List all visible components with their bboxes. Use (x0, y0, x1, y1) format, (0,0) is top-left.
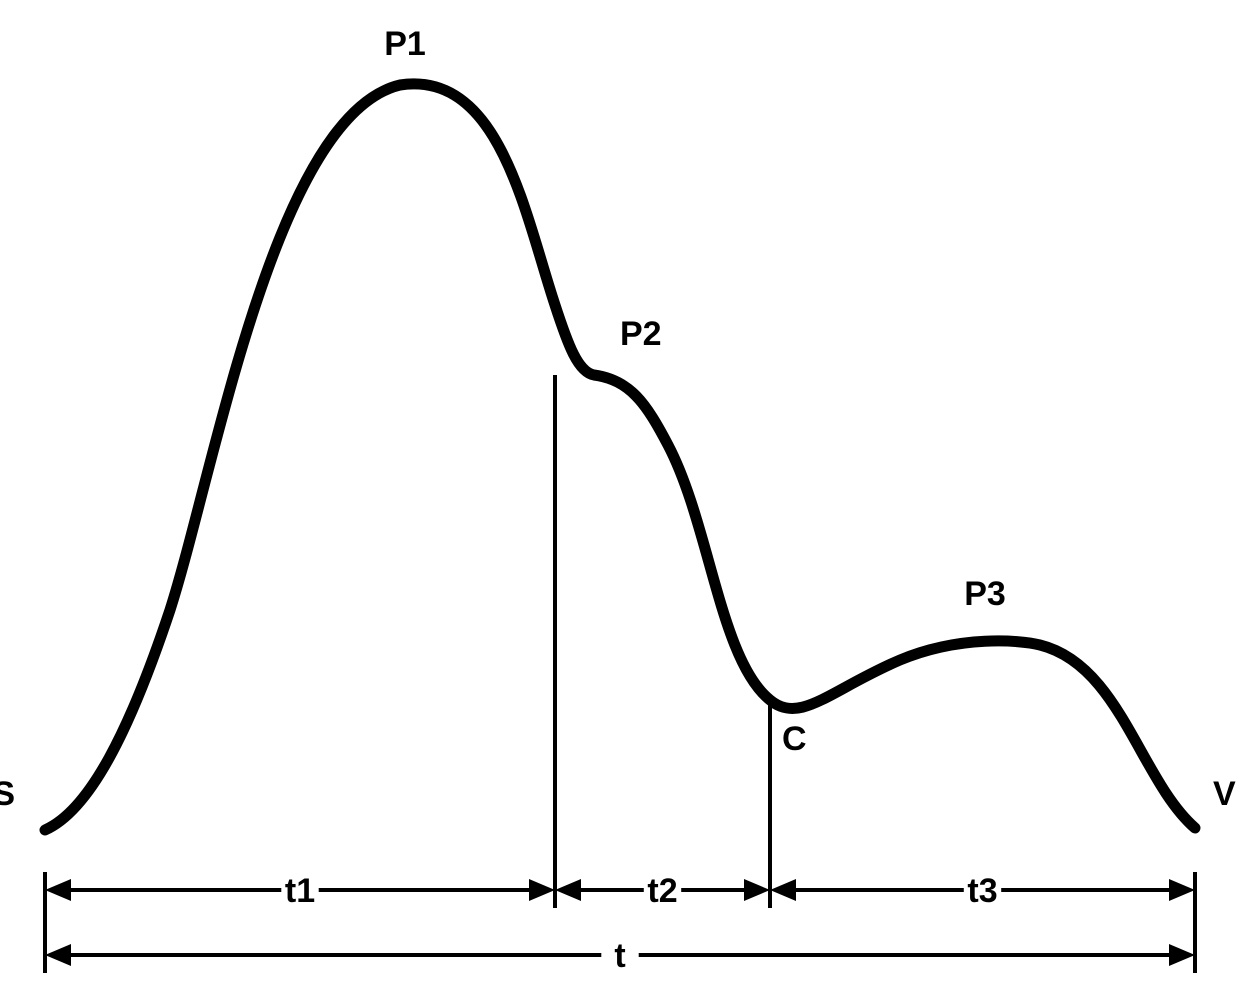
arrow-head-icon (770, 879, 796, 901)
label-p1: P1 (384, 25, 426, 63)
waveform-curve (45, 84, 1195, 830)
arrow-head-icon (744, 879, 770, 901)
arrow-head-icon (1169, 944, 1195, 966)
label-p2: P2 (620, 315, 662, 353)
interval-t2-label: t2 (647, 872, 677, 910)
interval-t-label: t (614, 937, 625, 975)
waveform-diagram: t1 t2 t3 t S V P1 P2 P3 C (0, 0, 1240, 995)
arrow-head-icon (555, 879, 581, 901)
label-c: C (782, 720, 807, 758)
label-p3: P3 (964, 575, 1006, 613)
arrow-head-icon (1169, 879, 1195, 901)
vertical-markers (45, 375, 1195, 973)
arrow-head-icon (45, 879, 71, 901)
dimension-lines: t1 t2 t3 t (45, 872, 1195, 975)
arrow-head-icon (529, 879, 555, 901)
interval-t1-label: t1 (285, 872, 315, 910)
arrow-head-icon (45, 944, 71, 966)
interval-t3-label: t3 (967, 872, 997, 910)
label-s: S (0, 775, 15, 813)
label-v: V (1213, 775, 1236, 813)
labels: S V P1 P2 P3 C (0, 25, 1236, 813)
